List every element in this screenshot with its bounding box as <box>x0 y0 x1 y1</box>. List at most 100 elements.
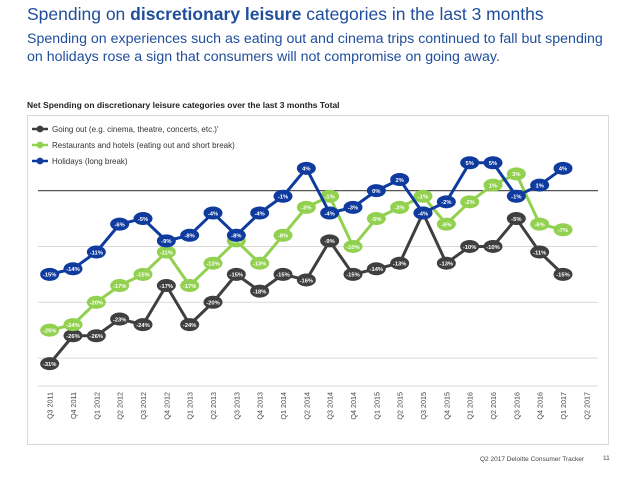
series-holidays-data-label: 2% <box>395 178 403 184</box>
x-tick-label: Q2 2017 <box>582 392 591 420</box>
series-holidays-data-label: 4% <box>302 167 310 173</box>
series-holidays-data-label: -8% <box>185 234 195 240</box>
legend-entry: Going out (e.g. cinema, theatre, concert… <box>52 125 219 134</box>
series-restaurants-data-label: -17% <box>183 284 197 290</box>
series-holidays-point <box>63 262 83 276</box>
legend-swatch-marker <box>36 157 44 165</box>
series-restaurants-point <box>366 212 386 226</box>
x-tick-label: Q1 2016 <box>466 392 475 420</box>
series-going-out-data-label: -24% <box>183 323 197 329</box>
series-going-out-data-label: -20% <box>206 301 220 307</box>
series-holidays-point <box>390 172 410 186</box>
title-pre: Spending on <box>27 4 131 24</box>
x-tick-label: Q4 2015 <box>442 392 451 420</box>
series-holidays-line <box>49 161 564 276</box>
series-going-out-data-label: -15% <box>230 273 244 279</box>
x-tick-label: Q2 2013 <box>209 392 218 420</box>
series-restaurants-point <box>483 178 503 192</box>
series-restaurants-point <box>436 217 456 231</box>
series-going-out-data-label: -9% <box>325 239 335 245</box>
series-going-out-point <box>343 267 363 281</box>
series-going-out-point <box>460 239 480 253</box>
series-holidays-data-label: 5% <box>465 161 473 167</box>
series-restaurants-point <box>530 217 550 231</box>
series-going-out-data-label: -10% <box>486 245 500 251</box>
series-restaurants-data-label: -10% <box>346 245 360 251</box>
series-going-out-point <box>110 312 130 326</box>
x-tick-label: Q1 2012 <box>92 392 101 420</box>
x-tick-label: Q2 2012 <box>116 392 125 420</box>
legend-swatch-marker <box>36 141 44 149</box>
series-going-out-data-label: -24% <box>136 323 150 329</box>
legend-entry: Restaurants and hotels (eating out and s… <box>52 141 235 150</box>
series-going-out-data-label: -31% <box>43 362 57 368</box>
series-going-out-point <box>156 279 176 293</box>
series-going-out-data-label: -13% <box>440 262 454 268</box>
series-holidays-data-label: 1% <box>535 183 543 189</box>
series-restaurants-data-label: -1% <box>418 195 428 201</box>
series-holidays-data-label: -14% <box>66 267 80 273</box>
series-restaurants-point <box>110 279 130 293</box>
series-going-out-point <box>273 267 293 281</box>
series-restaurants-data-label: -13% <box>206 262 220 268</box>
legend-entry: Holidays (long break) <box>52 157 128 166</box>
series-restaurants-point <box>506 167 526 181</box>
series-restaurants-data-label: -2% <box>465 200 475 206</box>
footer-source: Q2 2017 Deloitte Consumer Tracker <box>480 456 585 463</box>
series-restaurants-data-label: -25% <box>43 328 57 334</box>
series-going-out-point <box>553 267 573 281</box>
page-number: 11 <box>603 455 610 462</box>
series-holidays-data-label: -3% <box>348 206 358 212</box>
series-going-out-data-label: -14% <box>370 267 384 273</box>
series-going-out-data-label: -26% <box>90 334 104 340</box>
x-tick-label: Q4 2011 <box>69 392 78 419</box>
series-holidays-data-label: -4% <box>325 211 335 217</box>
x-tick-label: Q1 2013 <box>186 392 195 420</box>
series-restaurants-data-label: -15% <box>136 273 150 279</box>
line-chart: Q3 2011 Q4 2011 Q1 2012 Q2 2012 Q3 2012 Q4 20… <box>32 125 598 420</box>
series-restaurants-data-label: -6% <box>535 222 545 228</box>
legend-swatch-marker <box>36 125 44 133</box>
series-restaurants-data-label: -24% <box>66 323 80 329</box>
series-restaurants-point <box>390 200 410 214</box>
series-restaurants-data-label: -11% <box>160 250 173 256</box>
series-holidays-point <box>296 161 316 175</box>
series-holidays-data-label: 4% <box>559 167 567 173</box>
series-restaurants-data-label: 1% <box>489 183 497 189</box>
series-holidays-data-label: 0% <box>372 189 380 195</box>
series-restaurants-data-label: 3% <box>512 172 520 178</box>
x-tick-label: Q3 2012 <box>139 392 148 420</box>
x-tick-label: Q1 2014 <box>279 392 288 420</box>
series-holidays-data-label: -4% <box>208 211 218 217</box>
series-holidays-data-label: -8% <box>231 234 241 240</box>
series-going-out-point <box>250 284 270 298</box>
series-going-out-data-label: -23% <box>113 317 127 323</box>
series-holidays-point <box>110 217 130 231</box>
series-holidays-point <box>40 267 60 281</box>
series-going-out-data-label: -11% <box>533 250 546 256</box>
series-restaurants-point <box>343 239 363 253</box>
series-restaurants-data-label: -3% <box>395 206 405 212</box>
series-restaurants-point <box>553 223 573 237</box>
x-tick-label: Q1 2015 <box>372 392 381 420</box>
chart-frame: Q3 2011 Q4 2011 Q1 2012 Q2 2012 Q3 2012 Q4 20… <box>27 115 609 445</box>
series-restaurants-point <box>133 267 153 281</box>
series-going-out-point <box>296 273 316 287</box>
series-holidays-point <box>343 200 363 214</box>
series-going-out-point <box>86 329 106 343</box>
series-holidays-point <box>226 228 246 242</box>
series-holidays-point <box>366 184 386 198</box>
series-holidays-point <box>483 156 503 170</box>
series-restaurants-point <box>413 189 433 203</box>
series-restaurants-point <box>203 256 223 270</box>
series-holidays-point <box>180 228 200 242</box>
series-restaurants-data-label: -5% <box>371 217 381 223</box>
series-restaurants-data-label: -13% <box>253 262 267 268</box>
series-going-out-point <box>390 256 410 270</box>
x-tick-label: Q3 2013 <box>232 392 241 420</box>
series-holidays-data-label: -4% <box>255 211 265 217</box>
series-holidays-data-label: -1% <box>278 195 288 201</box>
series-restaurants-data-label: -8% <box>278 234 288 240</box>
series-going-out-data-label: -15% <box>556 273 570 279</box>
series-holidays-point <box>156 234 176 248</box>
